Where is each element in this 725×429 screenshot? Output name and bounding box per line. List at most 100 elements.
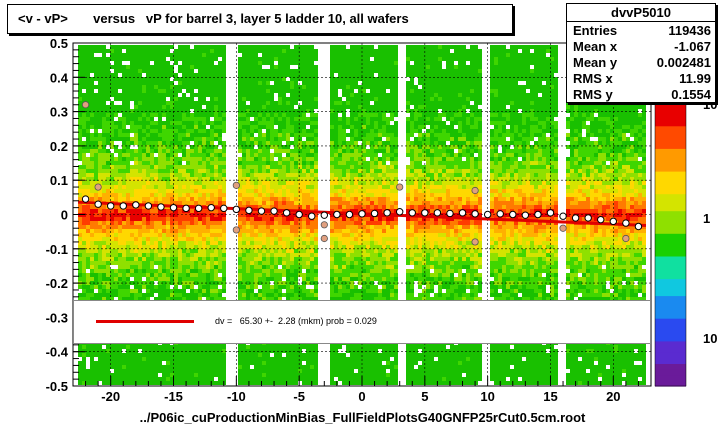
heat-cell — [82, 145, 86, 149]
heat-cell — [106, 381, 110, 385]
heat-cell — [102, 353, 106, 357]
heat-cell — [298, 185, 302, 189]
heat-cell — [246, 165, 250, 169]
heat-cell — [78, 241, 82, 245]
heat-cell — [242, 193, 246, 197]
heat-cell — [146, 345, 150, 349]
heat-cell — [250, 369, 254, 373]
heat-cell — [194, 157, 198, 161]
heat-cell — [270, 117, 274, 121]
heat-cell — [86, 185, 90, 189]
heat-cell — [306, 93, 310, 97]
heat-cell — [86, 173, 90, 177]
heat-cell — [114, 205, 118, 209]
heat-cell — [206, 245, 210, 249]
heat-cell — [258, 381, 262, 385]
heat-cell — [286, 353, 290, 357]
heat-cell — [270, 261, 274, 265]
heat-cell — [142, 61, 146, 65]
heat-cell — [186, 257, 190, 261]
heat-cell — [330, 269, 334, 273]
heat-cell — [150, 93, 154, 97]
heat-cell — [114, 361, 118, 365]
heat-cell — [190, 169, 194, 173]
heat-cell — [142, 361, 146, 365]
heat-cell — [258, 105, 262, 109]
heat-cell — [250, 289, 254, 293]
heat-cell — [202, 65, 206, 69]
heat-cell — [150, 125, 154, 129]
heat-cell — [306, 257, 310, 261]
heat-cell — [242, 57, 246, 61]
heat-cell — [86, 221, 90, 225]
heat-cell — [182, 345, 186, 349]
heat-cell — [118, 357, 122, 361]
heat-cell — [118, 297, 122, 301]
heat-cell — [250, 89, 254, 93]
heat-cell — [182, 381, 186, 385]
heat-cell — [254, 137, 258, 141]
heat-cell — [214, 101, 218, 105]
heat-cell — [202, 257, 206, 261]
heat-cell — [254, 361, 258, 365]
heat-cell — [170, 89, 174, 93]
heat-cell — [282, 133, 286, 137]
heat-cell — [238, 245, 242, 249]
heat-cell — [154, 101, 158, 105]
heat-cell — [222, 113, 226, 117]
heat-cell — [158, 89, 162, 93]
heat-cell — [86, 273, 90, 277]
heat-cell — [162, 125, 166, 129]
heat-cell — [302, 89, 306, 93]
heat-cell — [310, 105, 314, 109]
heat-cell — [246, 369, 250, 373]
heat-cell — [250, 181, 254, 185]
heat-cell — [150, 193, 154, 197]
heat-cell — [186, 113, 190, 117]
heat-cell — [146, 49, 150, 53]
heat-cell — [158, 257, 162, 261]
heat-cell — [194, 181, 198, 185]
heat-cell — [98, 253, 102, 257]
heat-cell — [158, 209, 162, 213]
heat-cell — [122, 89, 126, 93]
heat-cell — [134, 61, 138, 65]
heat-cell — [274, 53, 278, 57]
heat-cell — [206, 221, 210, 225]
heat-cell — [146, 105, 150, 109]
heat-cell — [294, 181, 298, 185]
heat-cell — [246, 65, 250, 69]
heat-cell — [282, 217, 286, 221]
heat-cell — [206, 53, 210, 57]
heat-cell — [166, 161, 170, 165]
heat-cell — [286, 137, 290, 141]
heat-cell — [118, 273, 122, 277]
heat-cell — [154, 97, 158, 101]
heat-cell — [274, 77, 278, 81]
heat-cell — [290, 161, 294, 165]
heat-cell — [258, 153, 262, 157]
heat-cell — [142, 353, 146, 357]
heat-cell — [146, 77, 150, 81]
heat-cell — [94, 129, 98, 133]
heat-cell — [78, 381, 82, 385]
heat-cell — [222, 101, 226, 105]
heat-cell — [82, 113, 86, 117]
heat-cell — [154, 273, 158, 277]
heat-cell — [250, 229, 254, 233]
heat-cell — [278, 293, 282, 297]
heat-cell — [238, 273, 242, 277]
heat-cell — [294, 97, 298, 101]
heat-cell — [214, 93, 218, 97]
heat-cell — [126, 213, 130, 217]
heat-cell — [250, 105, 254, 109]
heat-cell — [174, 237, 178, 241]
heat-cell — [210, 177, 214, 181]
heat-cell — [238, 85, 242, 89]
heat-cell — [78, 97, 82, 101]
heat-cell — [118, 221, 122, 225]
heat-cell — [306, 137, 310, 141]
heat-cell — [158, 85, 162, 89]
heat-cell — [286, 69, 290, 73]
heat-cell — [262, 61, 266, 65]
